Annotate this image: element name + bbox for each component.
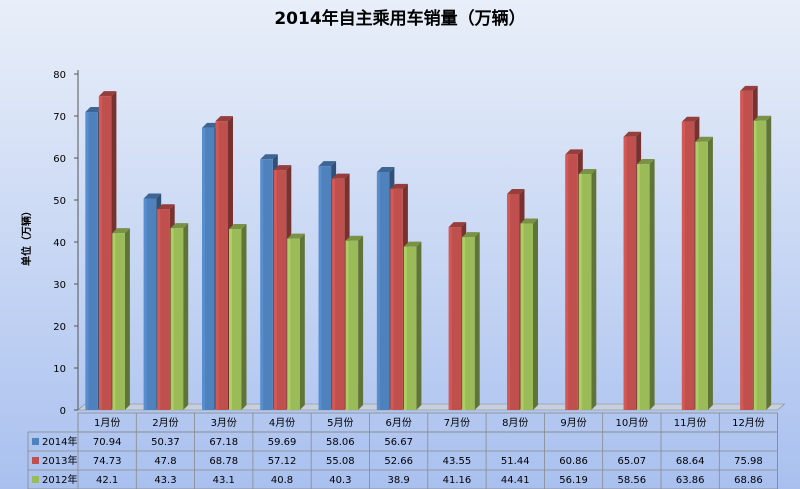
data-label: 68.78 — [209, 456, 238, 467]
data-label: 41.16 — [443, 475, 472, 486]
data-label: 40.8 — [271, 475, 293, 486]
legend-swatch — [32, 438, 39, 445]
bar — [287, 233, 305, 410]
x-tick-label: 1月份 — [94, 417, 120, 429]
bar — [462, 232, 480, 410]
x-tick-label: 6月份 — [385, 417, 411, 429]
data-label: 43.1 — [213, 475, 235, 486]
data-label: 75.98 — [734, 456, 763, 467]
data-label: 51.44 — [501, 456, 530, 467]
data-label: 58.06 — [326, 437, 355, 448]
data-label: 68.64 — [676, 456, 705, 467]
x-tick-label: 7月份 — [444, 417, 470, 429]
data-label: 74.73 — [93, 456, 122, 467]
data-label: 56.19 — [559, 475, 588, 486]
x-tick-label: 8月份 — [502, 417, 528, 429]
x-tick-label: 2月份 — [152, 417, 178, 429]
x-tick-label: 5月份 — [327, 417, 353, 429]
legend-swatch — [32, 457, 39, 464]
y-tick-label: 20 — [53, 322, 66, 333]
data-label: 65.07 — [618, 456, 647, 467]
bar — [753, 115, 772, 411]
data-label: 70.94 — [93, 437, 122, 448]
data-label: 42.1 — [96, 475, 118, 486]
data-label: 68.86 — [734, 475, 763, 486]
plot-area: 0 10 20 30 40 50 60 70 80 — [53, 70, 786, 417]
bar — [403, 241, 422, 410]
data-label: 44.41 — [501, 475, 530, 486]
data-label: 43.3 — [154, 475, 176, 486]
bar — [520, 218, 538, 410]
x-tick-label: 9月份 — [560, 417, 586, 429]
y-tick-label: 80 — [53, 70, 66, 81]
data-label: 60.86 — [559, 456, 588, 467]
data-label: 40.3 — [329, 475, 351, 486]
data-label: 43.55 — [443, 456, 472, 467]
legend-entry: 2012年 — [42, 473, 77, 486]
legend-entry: 2014年 — [42, 435, 77, 448]
x-tick-label: 4月份 — [269, 417, 295, 429]
y-tick-label: 60 — [53, 154, 66, 165]
bar — [637, 159, 655, 410]
data-label: 58.56 — [618, 475, 647, 486]
bar — [345, 235, 364, 410]
data-label: 57.12 — [268, 456, 297, 467]
data-label: 55.08 — [326, 456, 355, 467]
bar — [112, 228, 130, 410]
y-tick-label: 10 — [53, 364, 66, 375]
data-label: 67.18 — [209, 437, 238, 448]
legend-swatch — [32, 476, 39, 483]
y-tick-label: 30 — [53, 280, 66, 291]
data-label: 56.67 — [384, 437, 413, 448]
y-axis-label: 单位（万辆） — [20, 206, 33, 266]
data-label: 52.66 — [384, 456, 413, 467]
bar — [695, 136, 713, 410]
data-label: 50.37 — [151, 437, 180, 448]
bar — [578, 169, 597, 410]
x-tick-label: 3月份 — [211, 417, 237, 429]
x-tick-label: 12月份 — [732, 417, 765, 429]
data-label: 59.69 — [268, 437, 297, 448]
data-label: 47.8 — [154, 456, 176, 467]
y-tick-label: 0 — [60, 406, 66, 417]
bar — [170, 223, 189, 410]
y-tick-label: 50 — [53, 196, 66, 207]
y-tick-label: 70 — [53, 112, 66, 123]
data-label: 38.9 — [388, 475, 410, 486]
data-label: 63.86 — [676, 475, 705, 486]
bar — [229, 223, 247, 410]
data-table: 1月份 2月份 3月份 4月份 5月份 6月份 7月份 8月份 9月份 10月份 11月份 12月份 2… — [27, 412, 778, 489]
y-tick-label: 40 — [53, 238, 66, 249]
chart-floor — [77, 403, 786, 411]
chart-title: 2014年自主乘用车销量（万辆） — [274, 8, 525, 29]
x-tick-label: 11月份 — [674, 417, 707, 429]
legend-entry: 2013年 — [42, 454, 77, 467]
x-tick-label: 10月份 — [615, 417, 648, 429]
